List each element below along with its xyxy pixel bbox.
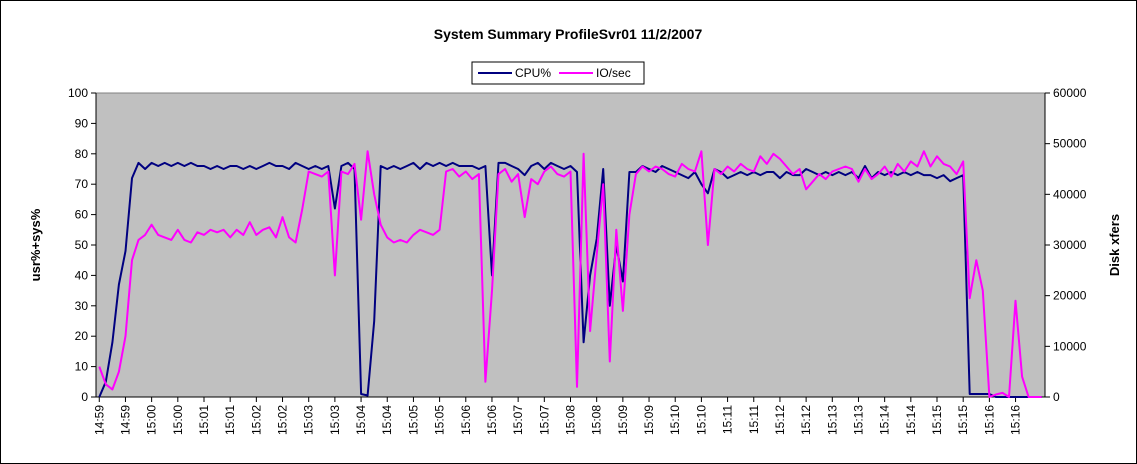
y-axis-title: usr%+sys% [28,208,43,281]
y2-tick-label: 10000 [1053,339,1087,353]
series-line [98,150,1042,398]
y2-tick-label: 0 [1053,390,1060,404]
x-tick-label: 15:09 [642,405,656,435]
x-tick-label: 15:14 [904,405,918,435]
x-tick-label: 15:04 [380,405,394,435]
y2-tick-label: 60000 [1053,86,1087,100]
x-tick-label: 15:16 [982,405,996,435]
x-tick-label: 15:02 [249,405,263,435]
y-tick-label: 90 [75,116,89,130]
y-tick-label: 50 [75,238,89,252]
x-tick-label: 15:11 [747,405,761,434]
y-tick-label: 30 [75,299,89,313]
legend-label: IO/sec [596,66,631,80]
x-tick-label: 15:13 [851,405,865,435]
x-tick-label: 15:04 [354,405,368,435]
x-tick-label: 14:59 [92,405,106,435]
x-tick-label: 15:14 [878,405,892,435]
y-tick-label: 100 [68,86,88,100]
x-tick-label: 15:11 [721,405,735,434]
y-tick-label: 10 [75,360,89,374]
y-tick-label: 70 [75,177,89,191]
x-tick-label: 15:07 [511,405,525,435]
y-tick-label: 0 [81,390,88,404]
x-tick-label: 15:13 [825,405,839,435]
x-tick-label: 15:10 [668,405,682,435]
x-tick-label: 15:09 [616,405,630,435]
x-tick-label: 15:00 [145,405,159,435]
x-tick-label: 15:03 [328,405,342,435]
legend-label: CPU% [515,66,551,80]
x-tick-label: 15:06 [485,405,499,435]
y2-tick-label: 30000 [1053,238,1087,252]
x-tick-label: 15:00 [171,405,185,435]
y-tick-label: 40 [75,268,89,282]
x-tick-label: 15:06 [459,405,473,435]
x-tick-label: 15:05 [406,405,420,435]
y-tick-label: 20 [75,329,89,343]
x-tick-label: 15:15 [930,405,944,435]
x-tick-label: 15:05 [433,405,447,435]
x-tick-label: 15:01 [223,405,237,435]
x-tick-label: 15:15 [956,405,970,435]
y2-tick-label: 50000 [1053,137,1087,151]
y-tick-label: 80 [75,147,89,161]
x-tick-label: 15:07 [537,405,551,435]
x-tick-label: 15:03 [302,405,316,435]
chart-title: System Summary ProfileSvr01 11/2/2007 [434,26,703,42]
y2-tick-label: 20000 [1053,289,1087,303]
x-tick-label: 15:01 [197,405,211,435]
x-tick-label: 15:08 [590,405,604,435]
x-tick-label: 14:59 [118,405,132,435]
plot-area [95,92,1046,398]
x-tick-label: 15:12 [799,405,813,435]
y2-axis-title: Disk xfers [1107,214,1122,276]
x-tick-label: 15:02 [276,405,290,435]
x-tick-label: 15:16 [1009,405,1023,435]
legend-box [471,61,645,85]
x-tick-label: 15:08 [564,405,578,435]
y2-tick-label: 40000 [1053,187,1087,201]
x-tick-label: 15:12 [773,405,787,435]
x-tick-label: 15:10 [694,405,708,435]
y-tick-label: 60 [75,208,89,222]
series-line [98,161,1042,398]
